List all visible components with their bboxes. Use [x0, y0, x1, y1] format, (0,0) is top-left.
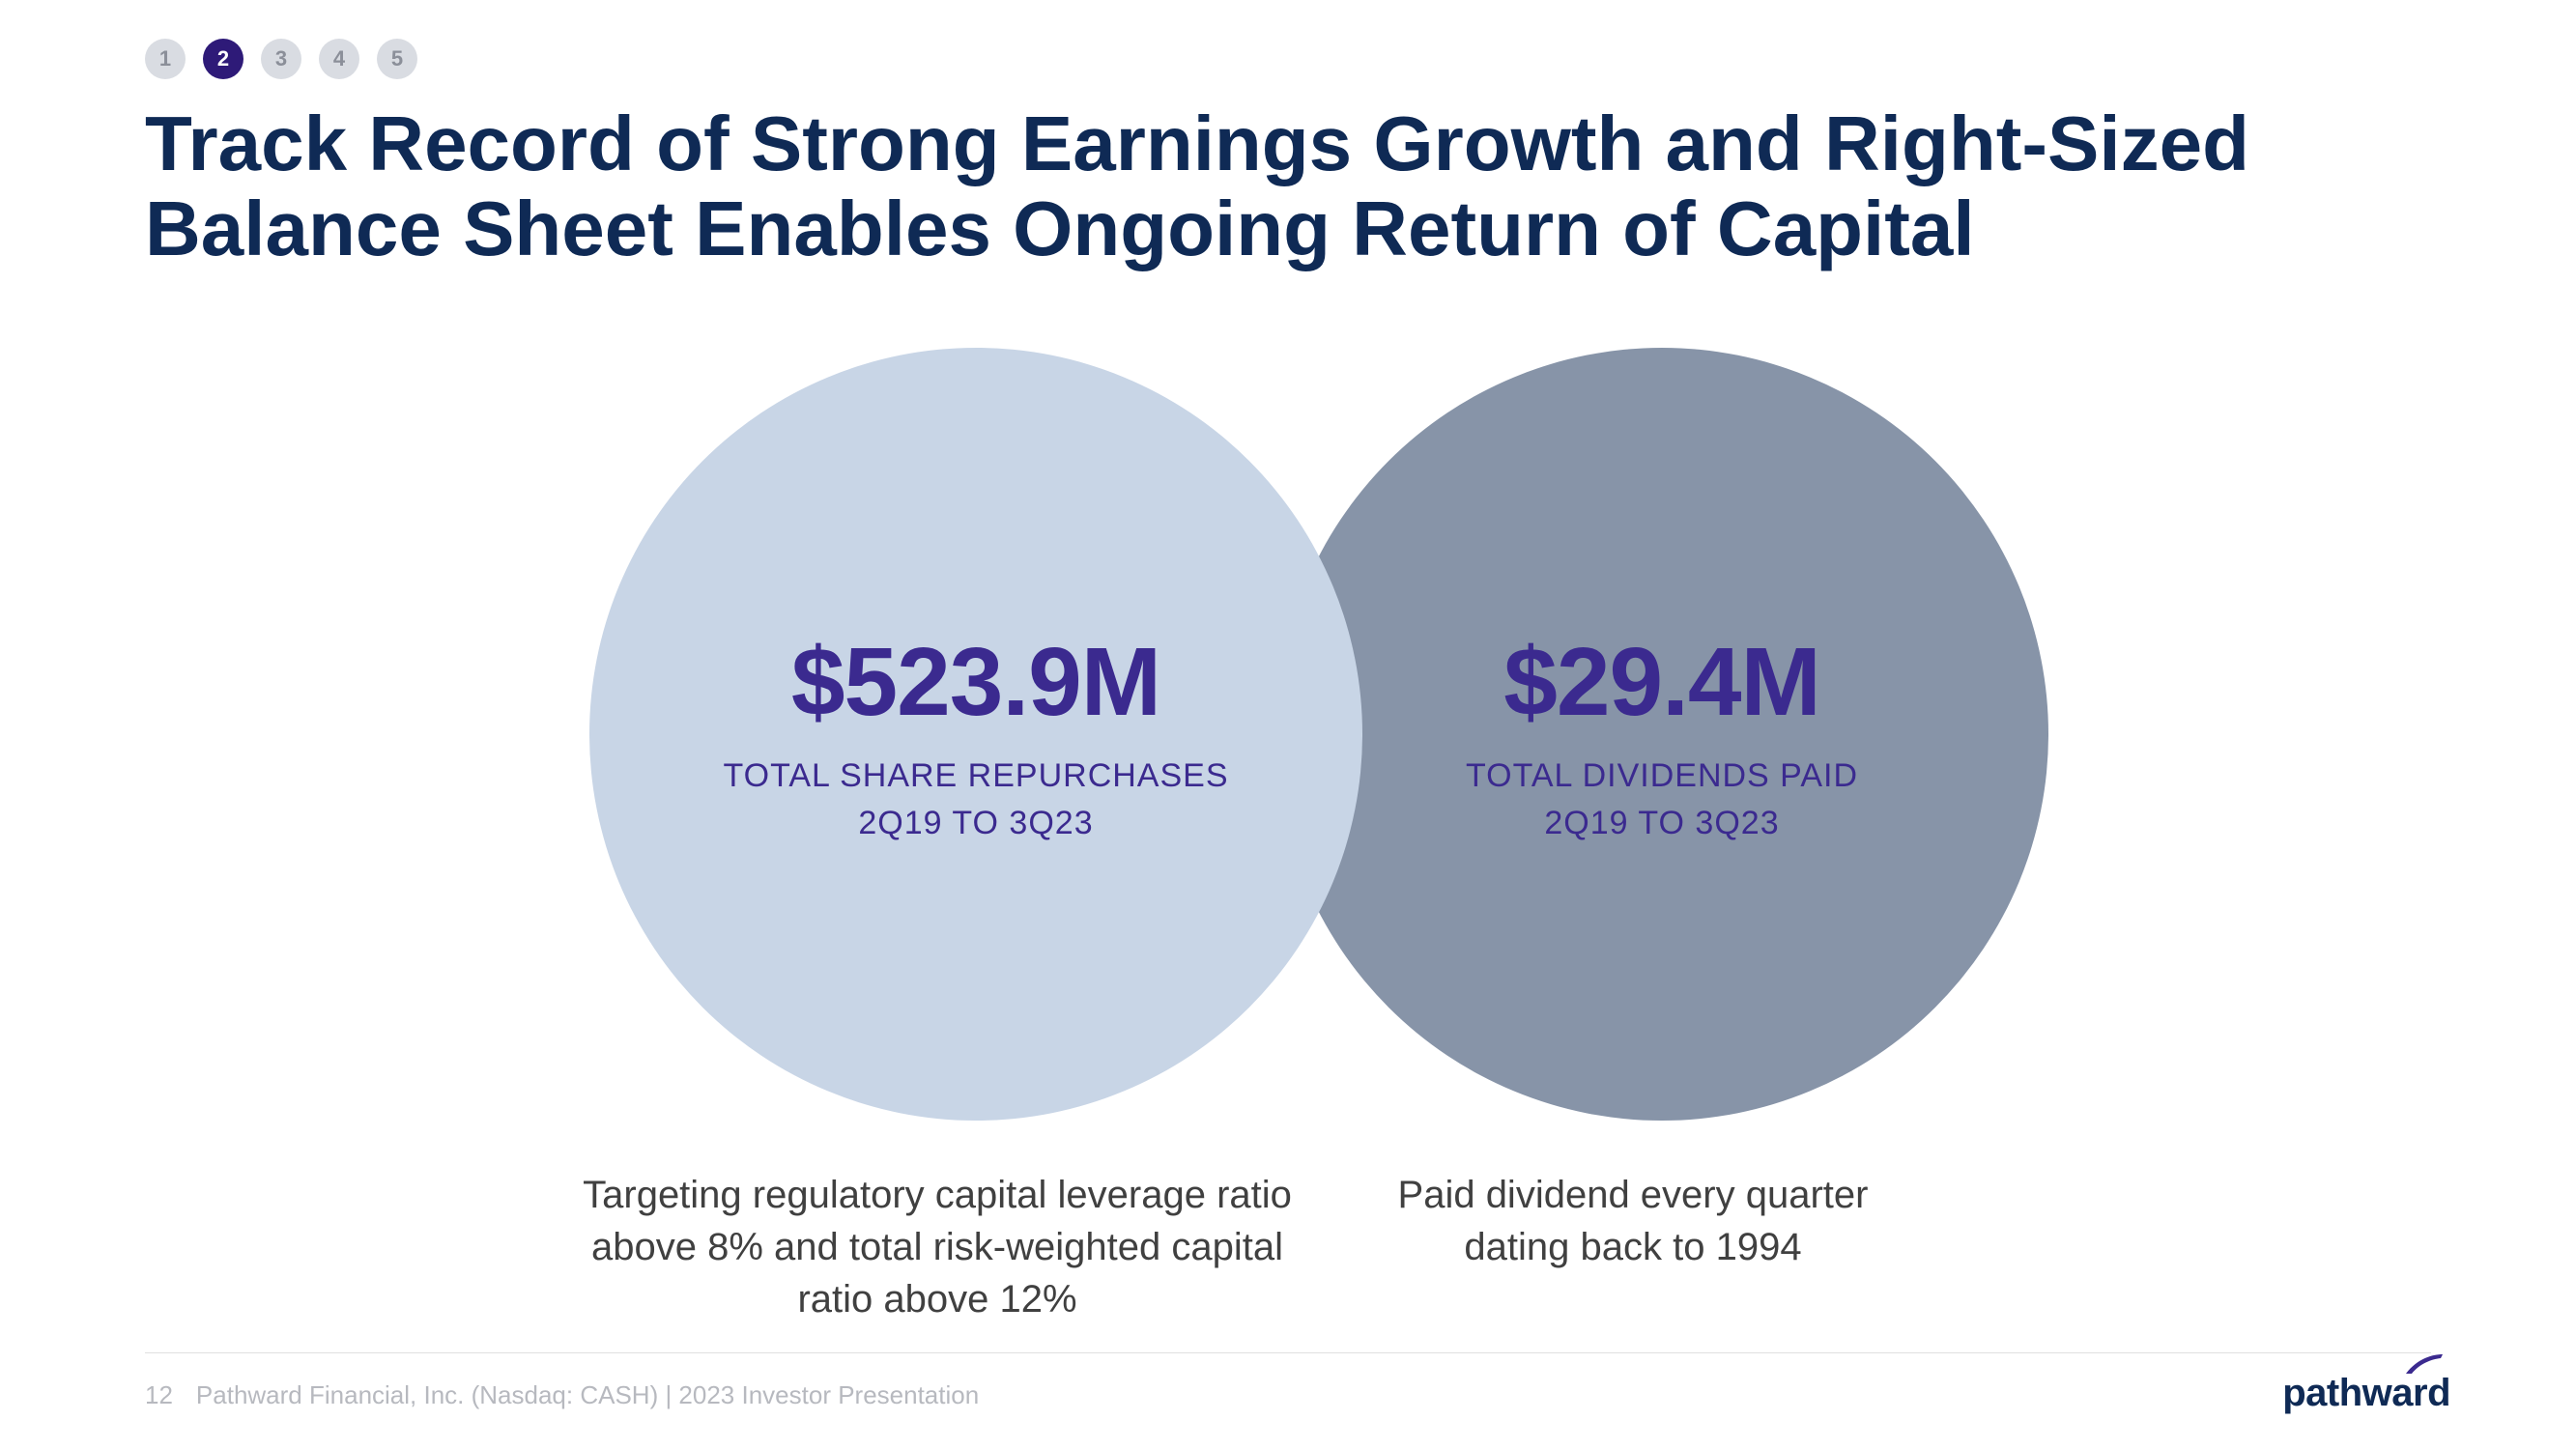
left-metric-period: 2Q19 TO 3Q23 — [858, 805, 1093, 842]
left-caption: Targeting regulatory capital leverage ra… — [580, 1169, 1295, 1325]
nav-dot-4[interactable]: 4 — [319, 39, 359, 79]
nav-dot-2[interactable]: 2 — [203, 39, 243, 79]
section-nav: 1 2 3 4 5 — [145, 39, 417, 79]
left-metric-label: TOTAL SHARE REPURCHASES — [723, 757, 1228, 795]
footer: 12 Pathward Financial, Inc. (Nasdaq: CAS… — [145, 1380, 979, 1410]
venn-circle-right: $29.4M TOTAL DIVIDENDS PAID 2Q19 TO 3Q23 — [1275, 348, 2048, 1121]
slide: 1 2 3 4 5 Track Record of Strong Earning… — [0, 0, 2576, 1449]
right-metric-label: TOTAL DIVIDENDS PAID — [1466, 757, 1858, 795]
nav-dot-3[interactable]: 3 — [261, 39, 301, 79]
slide-title: Track Record of Strong Earnings Growth a… — [145, 101, 2479, 271]
right-caption: Paid dividend every quarter dating back … — [1362, 1169, 1903, 1273]
venn-circle-left: $523.9M TOTAL SHARE REPURCHASES 2Q19 TO … — [589, 348, 1362, 1121]
footer-divider — [145, 1352, 2431, 1353]
venn-diagram: $29.4M TOTAL DIVIDENDS PAID 2Q19 TO 3Q23… — [0, 348, 2576, 1140]
nav-dot-5[interactable]: 5 — [377, 39, 417, 79]
left-metric-value: $523.9M — [791, 627, 1160, 738]
page-number: 12 — [145, 1380, 173, 1410]
logo-text: pathward — [2282, 1372, 2450, 1415]
right-metric-value: $29.4M — [1503, 627, 1820, 738]
footer-text: Pathward Financial, Inc. (Nasdaq: CASH) … — [196, 1380, 979, 1410]
nav-dot-1[interactable]: 1 — [145, 39, 186, 79]
logo: pathward — [2282, 1352, 2450, 1415]
right-metric-period: 2Q19 TO 3Q23 — [1544, 805, 1779, 842]
